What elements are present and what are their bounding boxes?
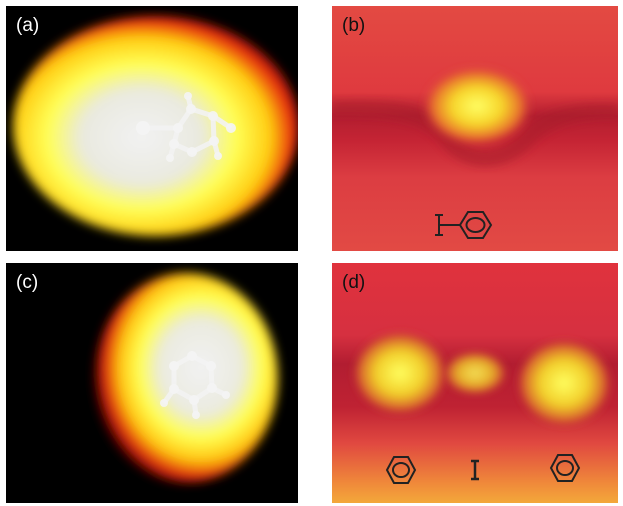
iodine-icon — [471, 459, 479, 481]
panel-a-image — [13, 16, 298, 236]
molecule-bright-spot-left — [352, 331, 448, 415]
panel-d-image — [332, 263, 618, 503]
iodobenzene-icon — [435, 211, 493, 239]
panel-c: (c) — [6, 263, 298, 503]
panel-d: (d) — [332, 263, 618, 503]
benzene-icon-left — [385, 456, 417, 484]
atom-dots — [136, 92, 236, 162]
atom-dots — [160, 351, 230, 419]
probability-density-blob — [94, 273, 278, 483]
panel-label: (b) — [342, 15, 366, 36]
panel-b: (b) — [332, 6, 618, 251]
panel-label: (a) — [16, 15, 40, 36]
iodine-spot-center — [443, 351, 507, 395]
panel-c-image — [94, 273, 278, 483]
molecule-bright-spot — [422, 66, 532, 146]
panel-b-image — [332, 6, 618, 251]
panel-label: (c) — [16, 272, 39, 293]
panel-a: (a) — [6, 6, 298, 251]
benzene-icon-right — [549, 454, 581, 482]
panel-label: (d) — [342, 272, 366, 293]
molecule-bright-spot-right — [516, 339, 612, 427]
